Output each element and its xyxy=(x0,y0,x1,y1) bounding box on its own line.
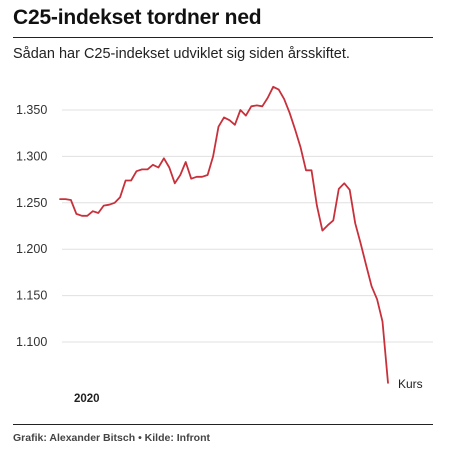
bottom-rule xyxy=(13,424,433,425)
y-tick-label: 1.300 xyxy=(16,149,47,163)
series-label: Kurs xyxy=(398,377,423,391)
x-tick-label: 2020 xyxy=(74,393,100,405)
y-tick-label: 1.100 xyxy=(16,335,47,349)
y-tick-label: 1.150 xyxy=(16,289,47,303)
top-rule xyxy=(13,37,433,38)
series-line-kurs xyxy=(59,85,389,384)
chart-credit: Grafik: Alexander Bitsch • Kilde: Infron… xyxy=(13,432,210,444)
y-tick-label: 1.200 xyxy=(16,242,47,256)
y-tick-label: 1.350 xyxy=(16,103,47,117)
chart-title: C25-indekset tordner ned xyxy=(13,6,262,29)
y-tick-label: 1.250 xyxy=(16,196,47,210)
chart-subtitle: Sådan har C25-indekset udviklet sig side… xyxy=(13,46,350,62)
